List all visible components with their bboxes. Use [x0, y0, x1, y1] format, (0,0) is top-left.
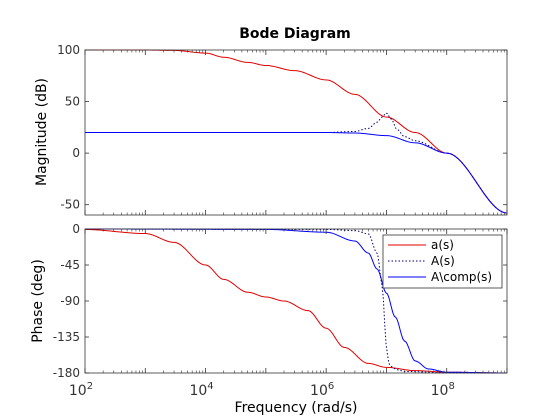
x-tick-label: 104	[189, 381, 213, 399]
chart-title: Bode Diagram	[239, 26, 351, 42]
phase-series-a-line	[84, 228, 507, 374]
phase-y-tick-label: -180	[53, 366, 80, 380]
phase-y-tick-label: -90	[60, 294, 80, 308]
magnitude-y-tick-label: 0	[72, 146, 80, 160]
magnitude-series-A-comp-line	[85, 132, 508, 214]
x-tick-label: 108	[431, 381, 455, 399]
x-tick-label: 102	[69, 381, 93, 399]
magnitude-axes-box	[84, 49, 508, 216]
legend-label-A-comp: A\comp(s)	[431, 270, 492, 284]
phase-y-tick-label: -45	[60, 258, 80, 272]
phase-y-tick-label: -135	[53, 330, 80, 344]
legend-label-A: A(s)	[431, 254, 455, 268]
magnitude-y-tick-label: -50	[60, 198, 80, 212]
magnitude-y-tick-label: 50	[65, 95, 80, 109]
legend-label-a: a(s)	[431, 238, 454, 252]
magnitude-y-axis-label: Magnitude (dB)	[34, 78, 50, 186]
phase-y-axis-label: Phase (deg)	[30, 259, 46, 343]
x-tick-label: 106	[310, 381, 334, 399]
x-axis-label: Frequency (rad/s)	[235, 400, 358, 416]
legend: a(s) A(s) A\comp(s)	[382, 234, 503, 289]
magnitude-ticks: 100 50 0 -50	[57, 43, 508, 215]
magnitude-y-tick-label: 100	[57, 43, 80, 57]
phase-y-tick-label: 0	[72, 222, 80, 236]
magnitude-panel: 100 50 0 -50 Magnitude (dB)	[34, 43, 508, 216]
